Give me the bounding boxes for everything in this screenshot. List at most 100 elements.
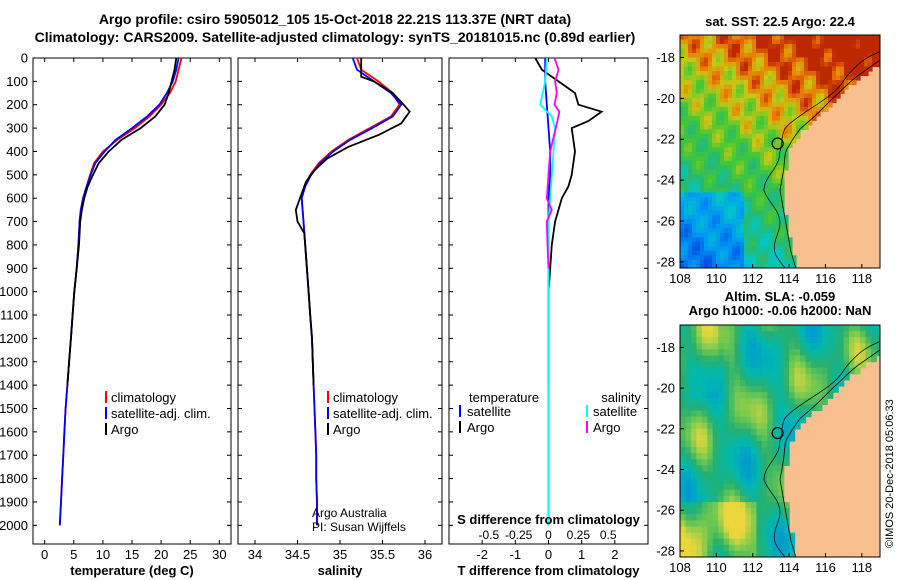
map-cell (776, 160, 781, 166)
map-cell (692, 241, 697, 247)
map-cell (752, 214, 757, 220)
map-cell (784, 115, 789, 121)
map-cell (772, 471, 779, 479)
map-cell (680, 232, 685, 238)
map-cell (800, 48, 805, 54)
map-cell (740, 367, 747, 375)
map-cell (685, 416, 692, 424)
map-cell (789, 544, 796, 552)
map-cell (680, 520, 687, 528)
map-cell (800, 398, 807, 405)
map-cell (789, 538, 796, 546)
map-cell (728, 255, 733, 261)
map-cell (748, 44, 753, 50)
map-cell (688, 124, 693, 130)
map-cell (744, 259, 749, 265)
map-cell (688, 201, 693, 207)
map-cell (772, 151, 777, 157)
map-cell (685, 434, 692, 442)
map-cell (701, 520, 708, 528)
map-cell (783, 416, 790, 424)
map-cell (700, 228, 705, 234)
map-cell (720, 102, 725, 108)
map-cell (684, 255, 689, 261)
map-cell (872, 48, 877, 54)
map-cell (680, 373, 687, 381)
map-cell (723, 355, 730, 363)
map-cell (792, 44, 797, 50)
map-cell (720, 98, 725, 104)
map-cell (760, 156, 765, 162)
map-cell (692, 255, 697, 261)
map-cell (776, 62, 781, 68)
map-cell (707, 441, 714, 448)
map-cell (684, 237, 689, 243)
map-cell (740, 404, 747, 412)
map-cell (854, 325, 861, 332)
map-cell (740, 48, 745, 54)
map-cell (764, 133, 769, 139)
map-cell (780, 246, 785, 252)
map-cell (685, 392, 692, 399)
map-cell (723, 404, 730, 412)
map-cell (760, 138, 765, 144)
map-cell (707, 404, 714, 412)
map-cell (748, 192, 753, 198)
map-cell (684, 44, 689, 50)
map-cell (734, 331, 741, 338)
map-cell (752, 246, 757, 252)
map-cell (812, 44, 817, 50)
map-cell (723, 495, 730, 503)
map-cell (712, 75, 717, 81)
map-cell (856, 48, 861, 54)
map-cell (778, 441, 785, 448)
map-cell (745, 379, 752, 387)
map-cell (764, 39, 769, 45)
map-cell (716, 174, 721, 180)
map-cell (832, 367, 839, 375)
map-cell (752, 147, 757, 153)
map-cell (701, 422, 708, 430)
map-cell (692, 57, 697, 63)
map-cell (744, 192, 749, 198)
map-cell (788, 75, 793, 81)
map-cell (750, 343, 757, 350)
map-cell (707, 361, 714, 369)
map-cell (838, 367, 845, 375)
map-cell (772, 93, 777, 99)
map-cell (860, 361, 867, 369)
map-cell (792, 93, 797, 99)
map-cell (685, 367, 692, 375)
map-cell (700, 214, 705, 220)
map-cell (692, 259, 697, 265)
map-cell (708, 151, 713, 157)
map-cell (761, 502, 768, 509)
map-cell (680, 66, 685, 72)
map-cell (701, 483, 708, 491)
map-cell (756, 538, 763, 546)
map-cell (780, 178, 785, 184)
map-cell (704, 138, 709, 144)
map-cell (756, 84, 761, 90)
map-cell (728, 219, 733, 225)
map-cell (764, 228, 769, 234)
map-cell (767, 447, 774, 454)
map-cell (712, 57, 717, 63)
map-cell (736, 192, 741, 198)
map-cell (724, 102, 729, 108)
lon-tick-label: 114 (779, 560, 800, 575)
map-cell (732, 232, 737, 238)
map-cell (736, 71, 741, 77)
map-cell (740, 169, 745, 175)
map-cell (820, 62, 825, 68)
map-cell (729, 550, 736, 557)
map-cell (718, 441, 725, 448)
map-cell (761, 386, 768, 393)
map-cell (684, 259, 689, 265)
coastline (779, 59, 880, 268)
map-cell (712, 495, 719, 503)
map-cell (872, 35, 877, 41)
map-cell (768, 160, 773, 166)
map-cell (701, 331, 708, 338)
map-cell (716, 75, 721, 81)
